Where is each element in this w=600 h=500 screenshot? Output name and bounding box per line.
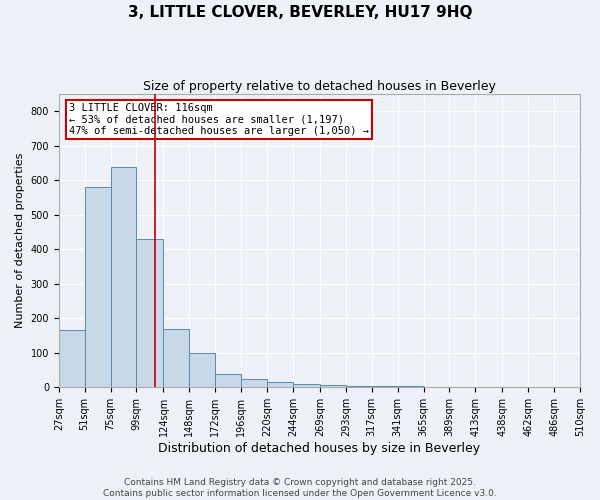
Bar xyxy=(215,374,241,388)
Bar xyxy=(110,166,136,388)
Bar xyxy=(372,386,398,388)
Bar xyxy=(346,386,372,388)
Y-axis label: Number of detached properties: Number of detached properties xyxy=(15,153,25,328)
Text: 3, LITTLE CLOVER, BEVERLEY, HU17 9HQ: 3, LITTLE CLOVER, BEVERLEY, HU17 9HQ xyxy=(128,5,472,20)
Bar xyxy=(190,353,215,388)
Bar xyxy=(424,386,449,388)
Title: Size of property relative to detached houses in Beverley: Size of property relative to detached ho… xyxy=(143,80,496,93)
Text: 3 LITTLE CLOVER: 116sqm
← 53% of detached houses are smaller (1,197)
47% of semi: 3 LITTLE CLOVER: 116sqm ← 53% of detache… xyxy=(69,103,369,136)
Bar xyxy=(85,188,110,388)
Bar xyxy=(267,382,293,388)
Bar xyxy=(293,384,320,388)
Bar xyxy=(163,328,190,388)
Text: Contains HM Land Registry data © Crown copyright and database right 2025.
Contai: Contains HM Land Registry data © Crown c… xyxy=(103,478,497,498)
Bar xyxy=(136,239,163,388)
Bar xyxy=(398,386,424,388)
Bar xyxy=(320,384,346,388)
Bar xyxy=(59,330,85,388)
Bar xyxy=(241,378,267,388)
X-axis label: Distribution of detached houses by size in Beverley: Distribution of detached houses by size … xyxy=(158,442,481,455)
